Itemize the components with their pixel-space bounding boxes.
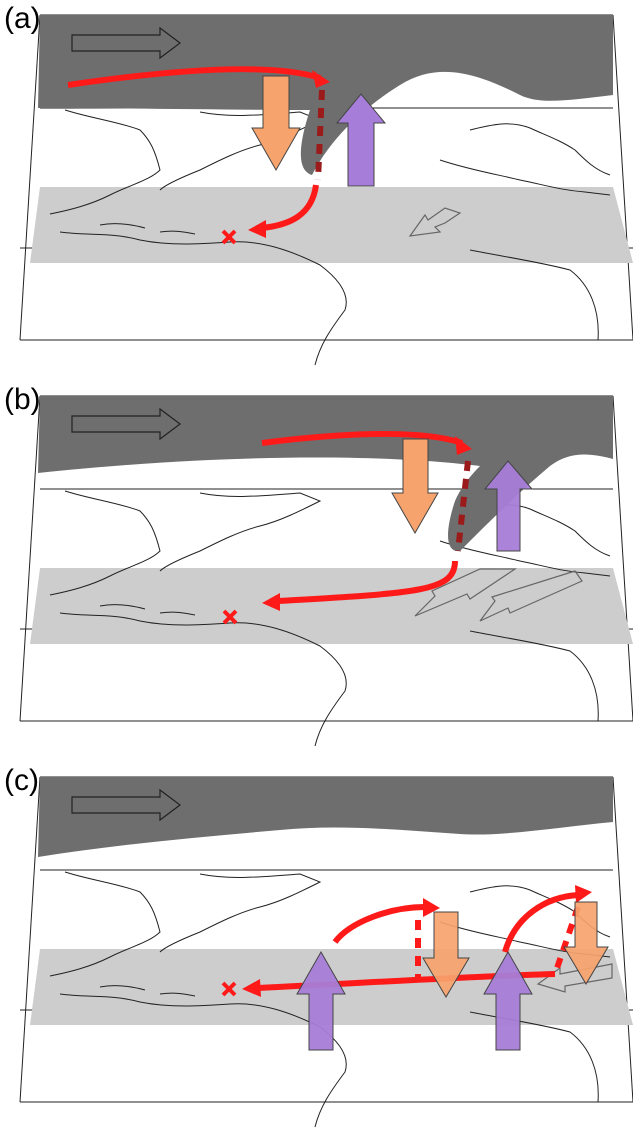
trajectory-lower [261,184,319,231]
panel-a: (a) [0,0,633,366]
trajectory-upper [261,430,463,446]
ascent-arrow-icon [335,93,387,187]
trajectory-upper-arrowhead [575,885,592,903]
trajectory-upper [332,904,426,944]
trade-wind-arrow-icon [414,568,517,617]
trajectory-upper-arrowhead [312,70,330,88]
panel-label: (c) [4,764,39,797]
trade-wind-arrow-icon [536,963,613,993]
panel-label: (a) [4,2,41,35]
panel-label: (b) [4,383,41,416]
trajectory-dashed-descent [455,460,471,552]
trajectory-lower-arrowhead [242,979,261,997]
coastline-map [49,490,611,747]
panel-b: (b) [0,381,633,747]
trajectory-dashed-descent [315,89,325,181]
trajectory-upper-arrowhead [455,436,472,455]
upper-wind-arrow-icon [71,26,181,60]
upper-wind-arrow-icon [71,788,181,822]
trade-wind-arrow-icon [479,570,583,622]
tropical-band [30,568,633,644]
trajectory-lower-arrowhead [248,220,266,238]
panel-c-diagram [19,776,633,1128]
origin-x-marker-icon [221,981,237,997]
ascent-arrow-icon [296,950,346,1051]
ascent-arrow-icon [483,950,533,1051]
descent-arrow-icon [391,438,439,535]
ascent-arrow-icon [483,460,534,552]
descent-arrow-icon [563,901,609,985]
origin-x-marker-icon [222,609,238,625]
trade-wind-arrow-icon [408,207,462,237]
trajectory-lower-arrowhead [262,593,280,611]
trajectory-lower [277,560,458,604]
descent-arrow-icon [422,911,470,998]
panel-c: (c) [0,762,633,1128]
descent-arrow-icon [251,75,301,172]
panel-a-diagram [19,14,633,366]
tropical-band [30,187,633,263]
trajectory-upper [67,66,321,88]
upper-layer-shading [38,15,613,175]
upper-layer-shading [38,396,613,552]
upper-wind-arrow-icon [71,407,181,441]
trajectory-dashed-descent [552,906,581,975]
panel-b-diagram [19,395,633,747]
coastline-map [49,109,611,366]
origin-x-marker-icon [221,229,237,245]
upper-layer-shading [38,777,613,857]
trajectory-upper-arrowhead [423,898,440,917]
trajectory-upper [502,892,579,953]
